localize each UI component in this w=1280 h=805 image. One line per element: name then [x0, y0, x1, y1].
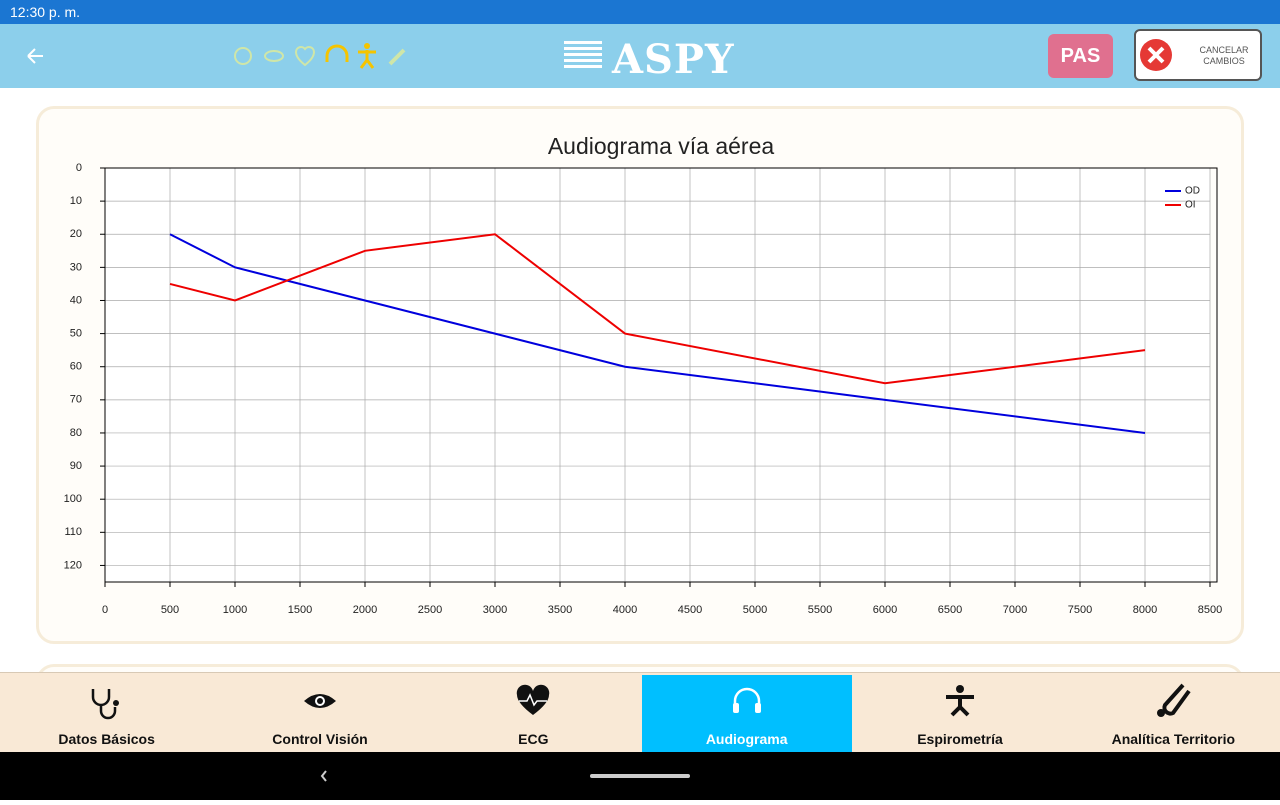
- plot-border: [104, 167, 1218, 583]
- y-tick-label: 40: [70, 294, 82, 306]
- cancel-label: CANCELAR CAMBIOS: [1194, 45, 1254, 67]
- x-tick-label: 2500: [418, 604, 442, 616]
- line-series: [169, 233, 1146, 434]
- y-tick-label: 70: [70, 394, 82, 406]
- x-tick-label: 5500: [808, 604, 832, 616]
- y-tick-label: 80: [70, 427, 82, 439]
- y-tick-label: 60: [70, 361, 82, 373]
- x-tick-label: 5000: [743, 604, 767, 616]
- x-tick-label: 6000: [873, 604, 897, 616]
- tab-icon: [1157, 683, 1191, 717]
- x-tick-label: 8500: [1198, 604, 1222, 616]
- system-navigation: [0, 752, 1280, 800]
- app-bar: ASPY PAS CANCELAR CAMBIOS: [0, 24, 1280, 88]
- section-icons: [234, 43, 406, 69]
- line-series: [169, 233, 1146, 385]
- x-tick-label: 6500: [938, 604, 962, 616]
- cancel-icon: [1140, 39, 1172, 71]
- nav-tab[interactable]: Espirometría: [855, 675, 1065, 753]
- logo-mark: [564, 41, 602, 68]
- tab-icon: [946, 685, 974, 717]
- y-tick-label: 0: [76, 162, 82, 174]
- back-button[interactable]: [27, 48, 43, 64]
- chart: Audiograma vía aérea 0 10 20 30 40 50 60 70 80 90…: [64, 133, 1223, 616]
- tab-label: Control Visión: [272, 731, 368, 747]
- status-bar: 12:30 p. m.: [0, 0, 1280, 24]
- tab-icon: [91, 689, 119, 720]
- tab-icon: [304, 694, 336, 708]
- x-tick-label: 2000: [353, 604, 377, 616]
- pas-button[interactable]: PAS: [1048, 34, 1113, 78]
- x-tick-label: 3500: [548, 604, 572, 616]
- legend-label: OI: [1185, 200, 1196, 211]
- y-tick-label: 20: [70, 228, 82, 240]
- y-tick-label: 110: [64, 526, 82, 538]
- y-tick-label: 30: [70, 261, 82, 273]
- x-tick-label: 8000: [1133, 604, 1157, 616]
- cancel-button[interactable]: CANCELAR CAMBIOS: [1134, 29, 1262, 81]
- x-tick-label: 1500: [288, 604, 312, 616]
- header-icons: [27, 41, 602, 69]
- x-tick-label: 0: [102, 604, 108, 616]
- tab-icon: [517, 684, 550, 715]
- tab-label: ECG: [518, 731, 549, 747]
- x-tick-label: 4500: [678, 604, 702, 616]
- x-tick-label: 1000: [223, 604, 247, 616]
- plot-area: [105, 168, 1210, 582]
- nav-tab[interactable]: Analítica Territorio: [1068, 675, 1278, 753]
- system-nav-icons: [320, 770, 690, 782]
- logo: ASPY: [612, 36, 735, 83]
- legend-label: OD: [1185, 186, 1200, 197]
- y-tick-label: 10: [70, 195, 82, 207]
- x-tick-label: 7000: [1003, 604, 1027, 616]
- nav-tab[interactable]: ECG: [428, 675, 638, 753]
- x-tick-label: 4000: [613, 604, 637, 616]
- x-tick-label: 3000: [483, 604, 507, 616]
- chart-title: Audiograma vía aérea: [548, 133, 775, 159]
- clock: 12:30 p. m.: [10, 4, 81, 20]
- x-tick-label: 500: [161, 604, 179, 616]
- tab-label: Analítica Territorio: [1111, 731, 1236, 747]
- nav-tab[interactable]: Audiograma: [641, 675, 852, 753]
- tab-label: Espirometría: [917, 731, 1003, 747]
- cancel-label-line: CANCELAR: [1199, 45, 1249, 55]
- nav-tab[interactable]: Control Visión: [215, 675, 425, 753]
- tab-label: Datos Básicos: [58, 731, 155, 747]
- bottom-navigation: Datos Básicos Control Visión ECG Audiograma…: [0, 672, 1280, 753]
- y-tick-label: 100: [64, 493, 82, 505]
- nav-tab[interactable]: Datos Básicos: [2, 675, 212, 753]
- y-tick-label: 120: [64, 559, 82, 571]
- y-tick-label: 50: [70, 328, 82, 340]
- tab-icon: [732, 687, 761, 713]
- cancel-label-line: CAMBIOS: [1203, 56, 1245, 66]
- y-tick-label: 90: [70, 460, 82, 472]
- tab-label: Audiograma: [705, 731, 788, 747]
- x-tick-label: 7500: [1068, 604, 1092, 616]
